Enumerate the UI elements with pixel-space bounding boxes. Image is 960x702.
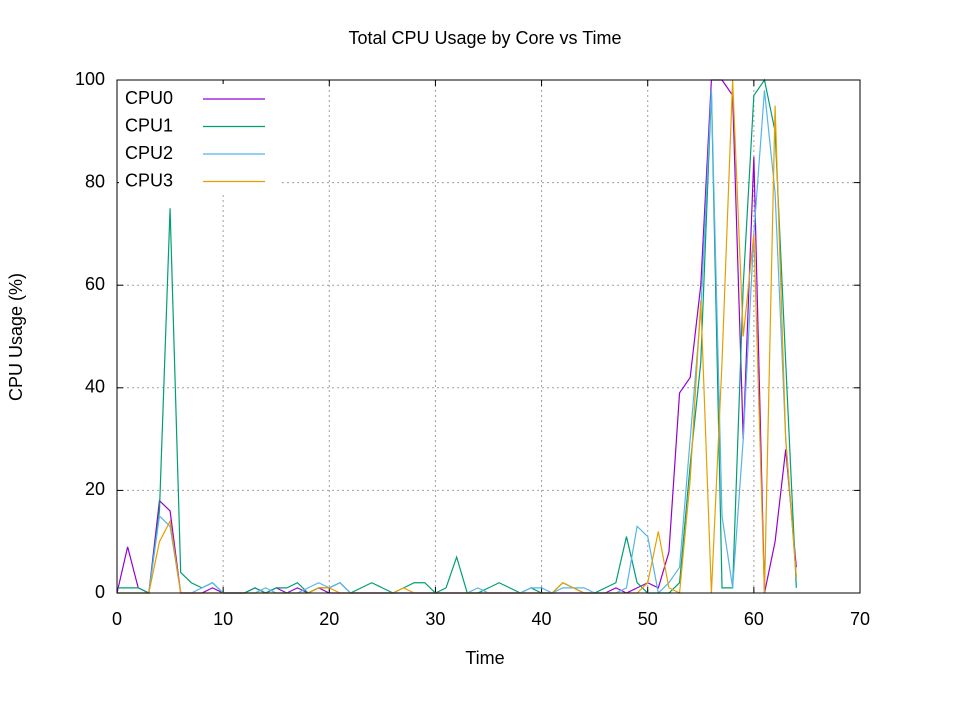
x-tick-label: 70 [850,609,870,629]
x-tick-label: 0 [112,609,122,629]
legend-box [119,84,279,194]
x-tick-label: 40 [532,609,552,629]
y-tick-label: 100 [75,69,105,89]
y-tick-label: 40 [85,377,105,397]
y-axis-label: CPU Usage (%) [6,273,26,401]
x-axis-label: Time [465,648,504,668]
plot-frame [116,79,861,594]
x-tick-label: 30 [425,609,445,629]
x-tick-label: 20 [319,609,339,629]
x-tick-label: 60 [744,609,764,629]
x-tick-label: 10 [213,609,233,629]
y-tick-label: 60 [85,274,105,294]
legend-label: CPU2 [125,143,173,163]
legend-label: CPU0 [125,88,173,108]
y-tick-label: 80 [85,171,105,191]
legend-label: CPU3 [125,170,173,190]
y-tick-label: 0 [95,582,105,602]
x-tick-label: 50 [638,609,658,629]
chart-title: Total CPU Usage by Core vs Time [348,28,621,48]
legend-label: CPU1 [125,115,173,135]
y-tick-label: 20 [85,479,105,499]
